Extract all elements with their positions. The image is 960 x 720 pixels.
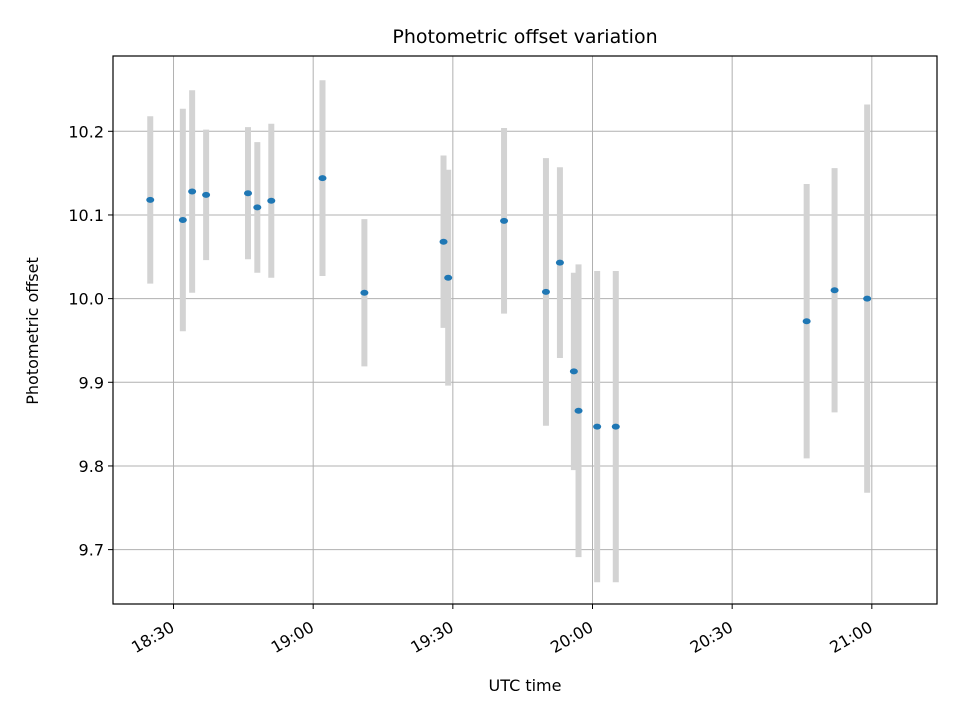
y-tick-label: 10.1 bbox=[68, 206, 104, 225]
plot-frame bbox=[112, 55, 938, 605]
data-point bbox=[244, 190, 253, 197]
y-tick-label: 9.7 bbox=[79, 541, 104, 560]
data-point bbox=[267, 197, 276, 204]
data-point bbox=[146, 196, 155, 203]
data-point bbox=[188, 188, 197, 195]
data-points bbox=[146, 175, 872, 430]
data-point bbox=[593, 423, 602, 430]
data-point bbox=[863, 295, 872, 302]
data-point bbox=[360, 289, 369, 296]
data-point bbox=[178, 216, 187, 223]
data-point bbox=[202, 191, 211, 198]
data-point bbox=[444, 274, 453, 281]
data-point bbox=[541, 288, 550, 295]
chart-title: Photometric offset variation bbox=[392, 26, 657, 48]
data-point bbox=[574, 407, 583, 414]
y-tick-label: 10.0 bbox=[68, 290, 104, 309]
y-tick-label: 9.8 bbox=[79, 457, 104, 476]
y-axis-title: Photometric offset bbox=[23, 257, 42, 405]
data-point bbox=[500, 217, 509, 224]
y-tick-label: 10.2 bbox=[68, 122, 104, 141]
data-point bbox=[830, 287, 839, 294]
data-point bbox=[318, 175, 327, 182]
data-point bbox=[253, 204, 262, 211]
y-tick-label: 9.9 bbox=[79, 373, 104, 392]
data-point bbox=[802, 318, 811, 325]
data-point bbox=[611, 423, 620, 430]
data-point bbox=[555, 259, 564, 266]
x-axis-title: UTC time bbox=[489, 676, 562, 695]
data-point bbox=[439, 238, 448, 245]
data-point bbox=[569, 368, 578, 375]
